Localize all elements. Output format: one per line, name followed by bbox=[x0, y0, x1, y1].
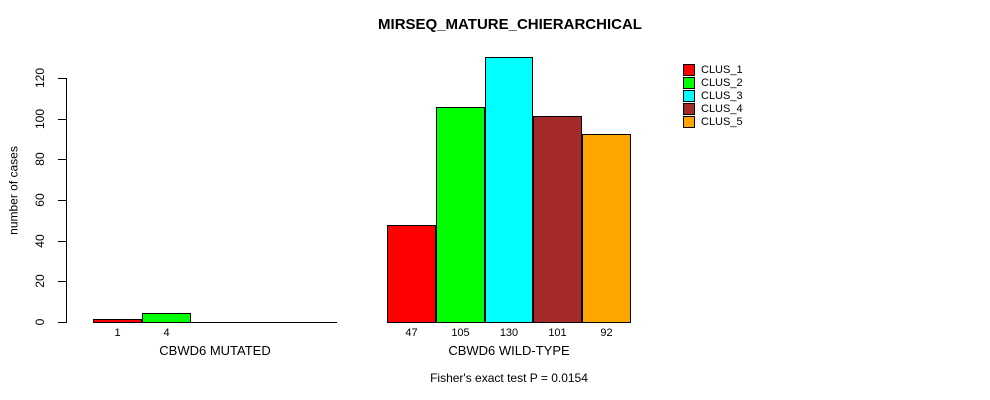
bar-value-label: 47 bbox=[405, 327, 418, 339]
x-group-label: CBWD6 MUTATED bbox=[159, 343, 271, 358]
y-tick bbox=[58, 200, 66, 201]
legend-swatch-clus_3 bbox=[683, 89, 695, 102]
legend-label: CLUS_2 bbox=[701, 77, 743, 90]
bar-clus_1 bbox=[387, 225, 436, 323]
bar-clus_2 bbox=[142, 313, 191, 323]
legend-label: CLUS_5 bbox=[701, 115, 743, 128]
legend-label: CLUS_1 bbox=[701, 64, 743, 77]
bar-value-label: 1 bbox=[114, 327, 121, 339]
bar-value-label: 105 bbox=[451, 327, 470, 339]
bar-clus_4 bbox=[533, 116, 582, 323]
bar-clus_5 bbox=[582, 134, 631, 323]
y-tick bbox=[58, 119, 66, 120]
bar-clus_3 bbox=[485, 57, 533, 323]
y-tick-label: 60 bbox=[33, 193, 47, 207]
legend-item-clus_1: CLUS_1 bbox=[683, 64, 743, 77]
legend-swatch-clus_1 bbox=[683, 64, 695, 77]
y-tick-label: 80 bbox=[33, 152, 47, 166]
bar-clus_1 bbox=[93, 319, 142, 323]
legend-item-clus_4: CLUS_4 bbox=[683, 102, 743, 115]
y-tick bbox=[58, 241, 66, 242]
legend: CLUS_1 CLUS_2 CLUS_3 CLUS_4 CLUS_5 bbox=[683, 64, 743, 128]
legend-swatch-clus_4 bbox=[683, 102, 695, 115]
chart-title: MIRSEQ_MATURE_CHIERARCHICAL bbox=[378, 16, 642, 33]
legend-item-clus_2: CLUS_2 bbox=[683, 77, 743, 90]
legend-swatch-clus_5 bbox=[683, 115, 695, 128]
bar-value-label: 92 bbox=[600, 327, 613, 339]
legend-item-clus_5: CLUS_5 bbox=[683, 115, 743, 128]
y-tick bbox=[58, 281, 66, 282]
y-tick-label: 120 bbox=[33, 67, 47, 89]
y-tick-label: 20 bbox=[33, 274, 47, 288]
x-group-label: CBWD6 WILD-TYPE bbox=[448, 343, 570, 358]
bar-value-label: 101 bbox=[548, 327, 567, 339]
bar-value-label: 130 bbox=[499, 327, 519, 339]
bar-clus_2 bbox=[436, 107, 485, 323]
y-tick bbox=[58, 78, 66, 79]
legend-label: CLUS_4 bbox=[701, 102, 743, 115]
legend-label: CLUS_3 bbox=[701, 89, 743, 102]
y-axis-line bbox=[66, 78, 67, 323]
y-tick-label: 100 bbox=[33, 108, 47, 130]
fisher-test-annotation: Fisher's exact test P = 0.0154 bbox=[430, 371, 588, 385]
bar-value-label: 4 bbox=[163, 327, 170, 339]
y-tick-label: 40 bbox=[33, 234, 47, 248]
y-tick-label: 0 bbox=[33, 318, 47, 326]
legend-item-clus_3: CLUS_3 bbox=[683, 89, 743, 103]
y-axis-label: number of cases bbox=[6, 146, 21, 235]
group-baseline bbox=[93, 322, 337, 323]
y-tick bbox=[58, 159, 66, 160]
y-tick bbox=[58, 322, 66, 323]
legend-swatch-clus_2 bbox=[683, 77, 695, 90]
